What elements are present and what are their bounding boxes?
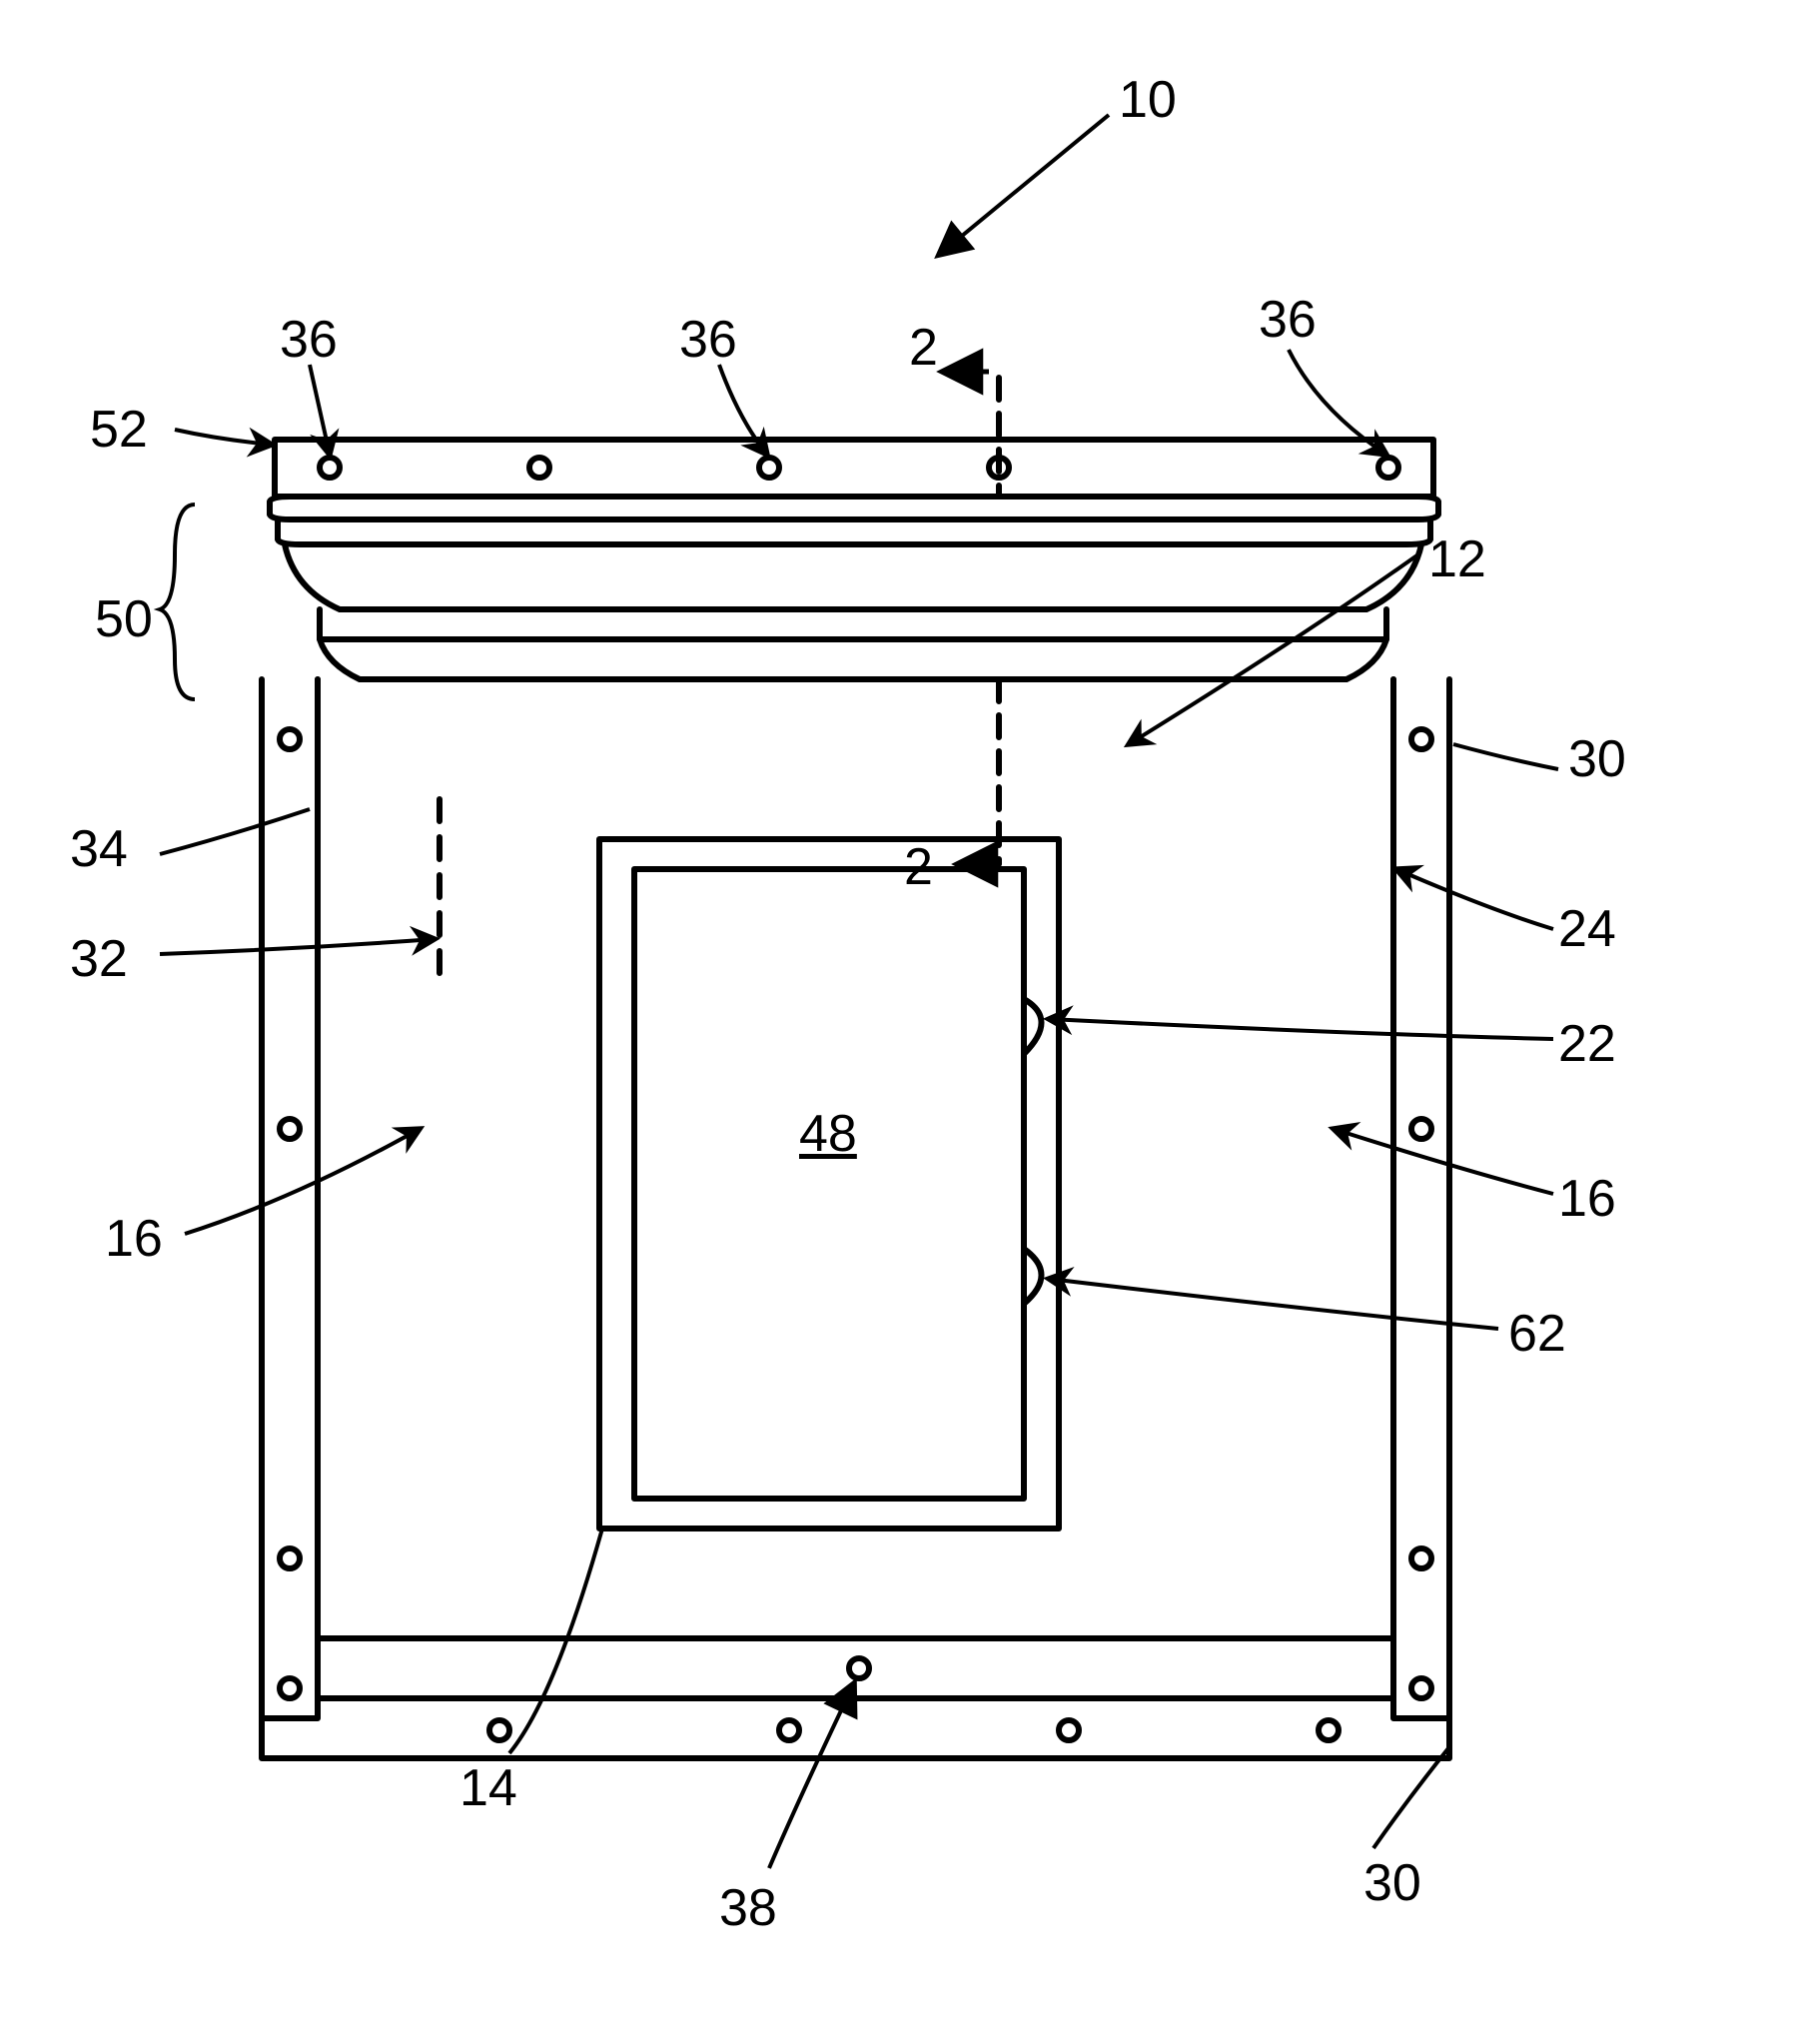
panel-outer [599, 839, 1059, 1529]
hole-left-1 [280, 729, 300, 749]
hole-bot-3 [1059, 1720, 1079, 1740]
label-sec2-mid: 2 [904, 837, 933, 897]
molding-line-1 [270, 497, 1438, 519]
label-10: 10 [1119, 70, 1177, 130]
bottom-flange [262, 1698, 1449, 1758]
leader-34 [160, 809, 310, 854]
hole-top-2 [529, 458, 549, 478]
label-16r: 16 [1558, 1169, 1616, 1229]
panel-inner [634, 869, 1024, 1499]
body-outline [318, 679, 1393, 1698]
left-flange [262, 679, 318, 1718]
hole-top-3 [759, 458, 779, 478]
molding-curve-1 [285, 544, 1421, 609]
label-48: 48 [799, 1104, 857, 1164]
hole-left-2 [280, 1119, 300, 1139]
drawing-strokes [262, 378, 1449, 1758]
hole-bot-1 [489, 1720, 509, 1740]
label-50: 50 [95, 589, 153, 649]
label-36b: 36 [679, 310, 737, 370]
leader-30b [1373, 1748, 1448, 1848]
brace-50 [160, 505, 195, 699]
drawing-svg [0, 0, 1802, 2044]
label-36a: 36 [280, 310, 338, 370]
hole-top-1 [320, 458, 340, 478]
leader-12 [1129, 554, 1418, 744]
right-flange [1393, 679, 1449, 1718]
leader-52 [175, 430, 272, 445]
label-30b: 30 [1363, 1853, 1421, 1913]
molding-step [320, 639, 1386, 679]
leader-16r [1334, 1129, 1553, 1194]
label-30t: 30 [1568, 729, 1626, 789]
hole-left-3 [280, 1548, 300, 1568]
molding-line-3 [320, 609, 1386, 639]
label-14: 14 [459, 1758, 517, 1818]
label-36c: 36 [1259, 290, 1317, 350]
hole-right-4 [1411, 1678, 1431, 1698]
top-flange [275, 440, 1433, 497]
leader-16l [185, 1129, 420, 1234]
label-38: 38 [719, 1878, 777, 1938]
hole-right-2 [1411, 1119, 1431, 1139]
label-sec2-top: 2 [909, 318, 938, 378]
label-32: 32 [70, 929, 128, 989]
leader-30t [1453, 744, 1558, 769]
label-52: 52 [90, 400, 148, 460]
label-12: 12 [1428, 529, 1486, 589]
label-62: 62 [1508, 1304, 1566, 1364]
hole-left-4 [280, 1678, 300, 1698]
leader-10 [939, 115, 1109, 255]
leader-62 [1049, 1279, 1498, 1329]
hole-bot-2 [779, 1720, 799, 1740]
hole-right-3 [1411, 1548, 1431, 1568]
hole-top-5 [1378, 458, 1398, 478]
leader-38 [769, 1683, 854, 1868]
hole-groove [849, 1658, 869, 1678]
hole-bot-4 [1319, 1720, 1339, 1740]
leader-32 [160, 939, 435, 954]
leader-24 [1396, 869, 1553, 929]
leader-22 [1049, 1019, 1553, 1039]
label-16l: 16 [105, 1209, 163, 1269]
label-34: 34 [70, 819, 128, 879]
figure-stage: 10 36 36 36 52 50 34 32 16 14 38 48 12 3… [0, 0, 1802, 2044]
molding-line-2 [278, 519, 1430, 544]
leaders [160, 115, 1558, 1868]
label-24: 24 [1558, 899, 1616, 959]
section-arrows [944, 372, 999, 864]
hole-right-1 [1411, 729, 1431, 749]
label-22: 22 [1558, 1014, 1616, 1074]
